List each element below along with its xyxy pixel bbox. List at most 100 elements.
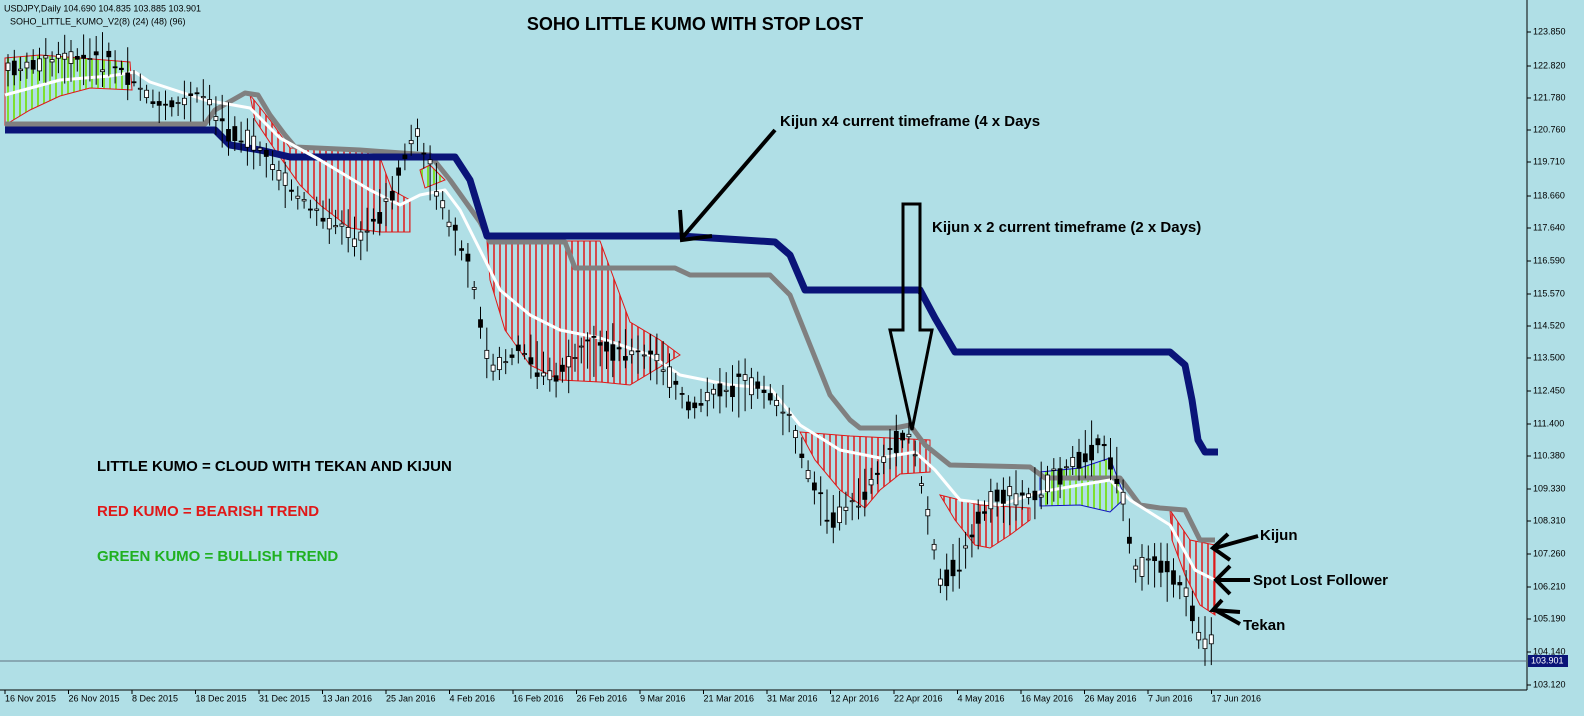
annotation: Kijun x4 current timeframe (4 x Days — [780, 113, 1040, 130]
price-label: 120.760 — [1533, 124, 1566, 134]
price-label: 104.140 — [1533, 646, 1566, 656]
candle-body — [1133, 565, 1139, 570]
candle-body — [818, 492, 824, 495]
price-label: 103.120 — [1533, 679, 1566, 689]
candle-body — [553, 375, 559, 382]
annotation: GREEN KUMO = BULLISH TREND — [97, 548, 338, 565]
candle-body — [459, 248, 465, 251]
candle-body — [37, 58, 42, 72]
candle-body — [93, 51, 99, 56]
candle-body — [868, 479, 874, 486]
candle-body — [616, 347, 622, 350]
candle-body — [591, 336, 597, 338]
time-label: 26 Nov 2015 — [69, 693, 120, 703]
candle-body — [1026, 493, 1031, 498]
candle-body — [881, 456, 887, 463]
candle-body — [1120, 491, 1126, 505]
candle-body — [704, 392, 710, 402]
time-label: 16 Feb 2016 — [513, 693, 564, 703]
candle-body — [74, 55, 80, 60]
candle-body — [604, 341, 609, 352]
candle-body — [843, 506, 849, 511]
candle-body — [1095, 438, 1101, 446]
candle-body — [1007, 486, 1013, 497]
time-label: 16 May 2016 — [1021, 693, 1073, 703]
candle-body — [679, 393, 685, 395]
candle-body — [307, 208, 313, 211]
candles — [5, 32, 1214, 666]
candle-body — [276, 170, 282, 181]
candle-body — [270, 164, 276, 170]
candle-body — [1108, 457, 1113, 470]
candle-body — [181, 97, 187, 106]
candle-body — [1051, 468, 1057, 471]
candle-body — [1013, 493, 1019, 506]
candle-body — [528, 357, 534, 365]
candle-body — [62, 52, 68, 60]
candle-body — [314, 208, 320, 211]
candle-body — [982, 511, 987, 514]
candle-body — [730, 385, 735, 398]
candle-body — [654, 353, 660, 362]
price-label: 122.820 — [1533, 60, 1566, 70]
time-label: 17 Jun 2016 — [1212, 693, 1262, 703]
candle-body — [1183, 587, 1189, 597]
candle-body — [1114, 478, 1120, 484]
candle-body — [289, 189, 294, 192]
candle-body — [774, 399, 779, 407]
candle-body — [875, 472, 880, 475]
candle-body — [698, 403, 704, 406]
candle-body — [635, 350, 641, 353]
candle-body — [326, 218, 332, 230]
candle-body — [1070, 457, 1076, 467]
candle-body — [950, 559, 956, 577]
candle-body — [944, 569, 950, 587]
candle-body — [1076, 451, 1082, 469]
candle-body — [364, 230, 370, 233]
candle-body — [975, 511, 981, 524]
candle-body — [919, 483, 924, 486]
candle-body — [515, 344, 521, 351]
candle-body — [257, 147, 263, 151]
annotation: Kijun — [1260, 527, 1298, 544]
candle-body — [125, 72, 131, 85]
candle-body — [572, 357, 578, 359]
candle-body — [295, 195, 301, 199]
candle-body — [106, 50, 112, 58]
candle-body — [686, 401, 691, 411]
candle-body — [667, 366, 672, 388]
candle-body — [1202, 638, 1208, 650]
candle-body — [862, 491, 868, 500]
candle-body — [490, 364, 496, 372]
candle-body — [578, 345, 584, 348]
price-label: 116.590 — [1533, 255, 1565, 265]
arrows — [678, 128, 1259, 626]
candle-body — [1045, 474, 1050, 493]
price-label: 109.330 — [1533, 483, 1566, 493]
candle-body — [81, 54, 86, 59]
candle-body — [339, 223, 345, 227]
price-label: 111.400 — [1533, 418, 1564, 428]
candle-body — [963, 545, 968, 549]
price-label: 118.660 — [1533, 190, 1565, 200]
time-label: 26 May 2016 — [1085, 693, 1137, 703]
time-label: 25 Jan 2016 — [386, 693, 436, 703]
candle-body — [749, 377, 754, 396]
candle-body — [150, 101, 156, 105]
candle-body — [421, 152, 427, 155]
candle-body — [1032, 490, 1038, 501]
time-label: 8 Dec 2015 — [132, 693, 178, 703]
candle-body — [641, 354, 647, 357]
chart-title: SOHO LITTLE KUMO WITH STOP LOST — [527, 14, 863, 34]
candle-body — [440, 200, 446, 209]
candle-body — [43, 55, 49, 59]
candle-body — [156, 101, 162, 106]
candle-body — [912, 454, 918, 457]
candle-body — [1001, 489, 1006, 504]
candle-body — [786, 413, 792, 416]
price-label: 115.570 — [1533, 288, 1565, 298]
candle-body — [717, 383, 723, 397]
price-label: 106.210 — [1533, 581, 1566, 591]
